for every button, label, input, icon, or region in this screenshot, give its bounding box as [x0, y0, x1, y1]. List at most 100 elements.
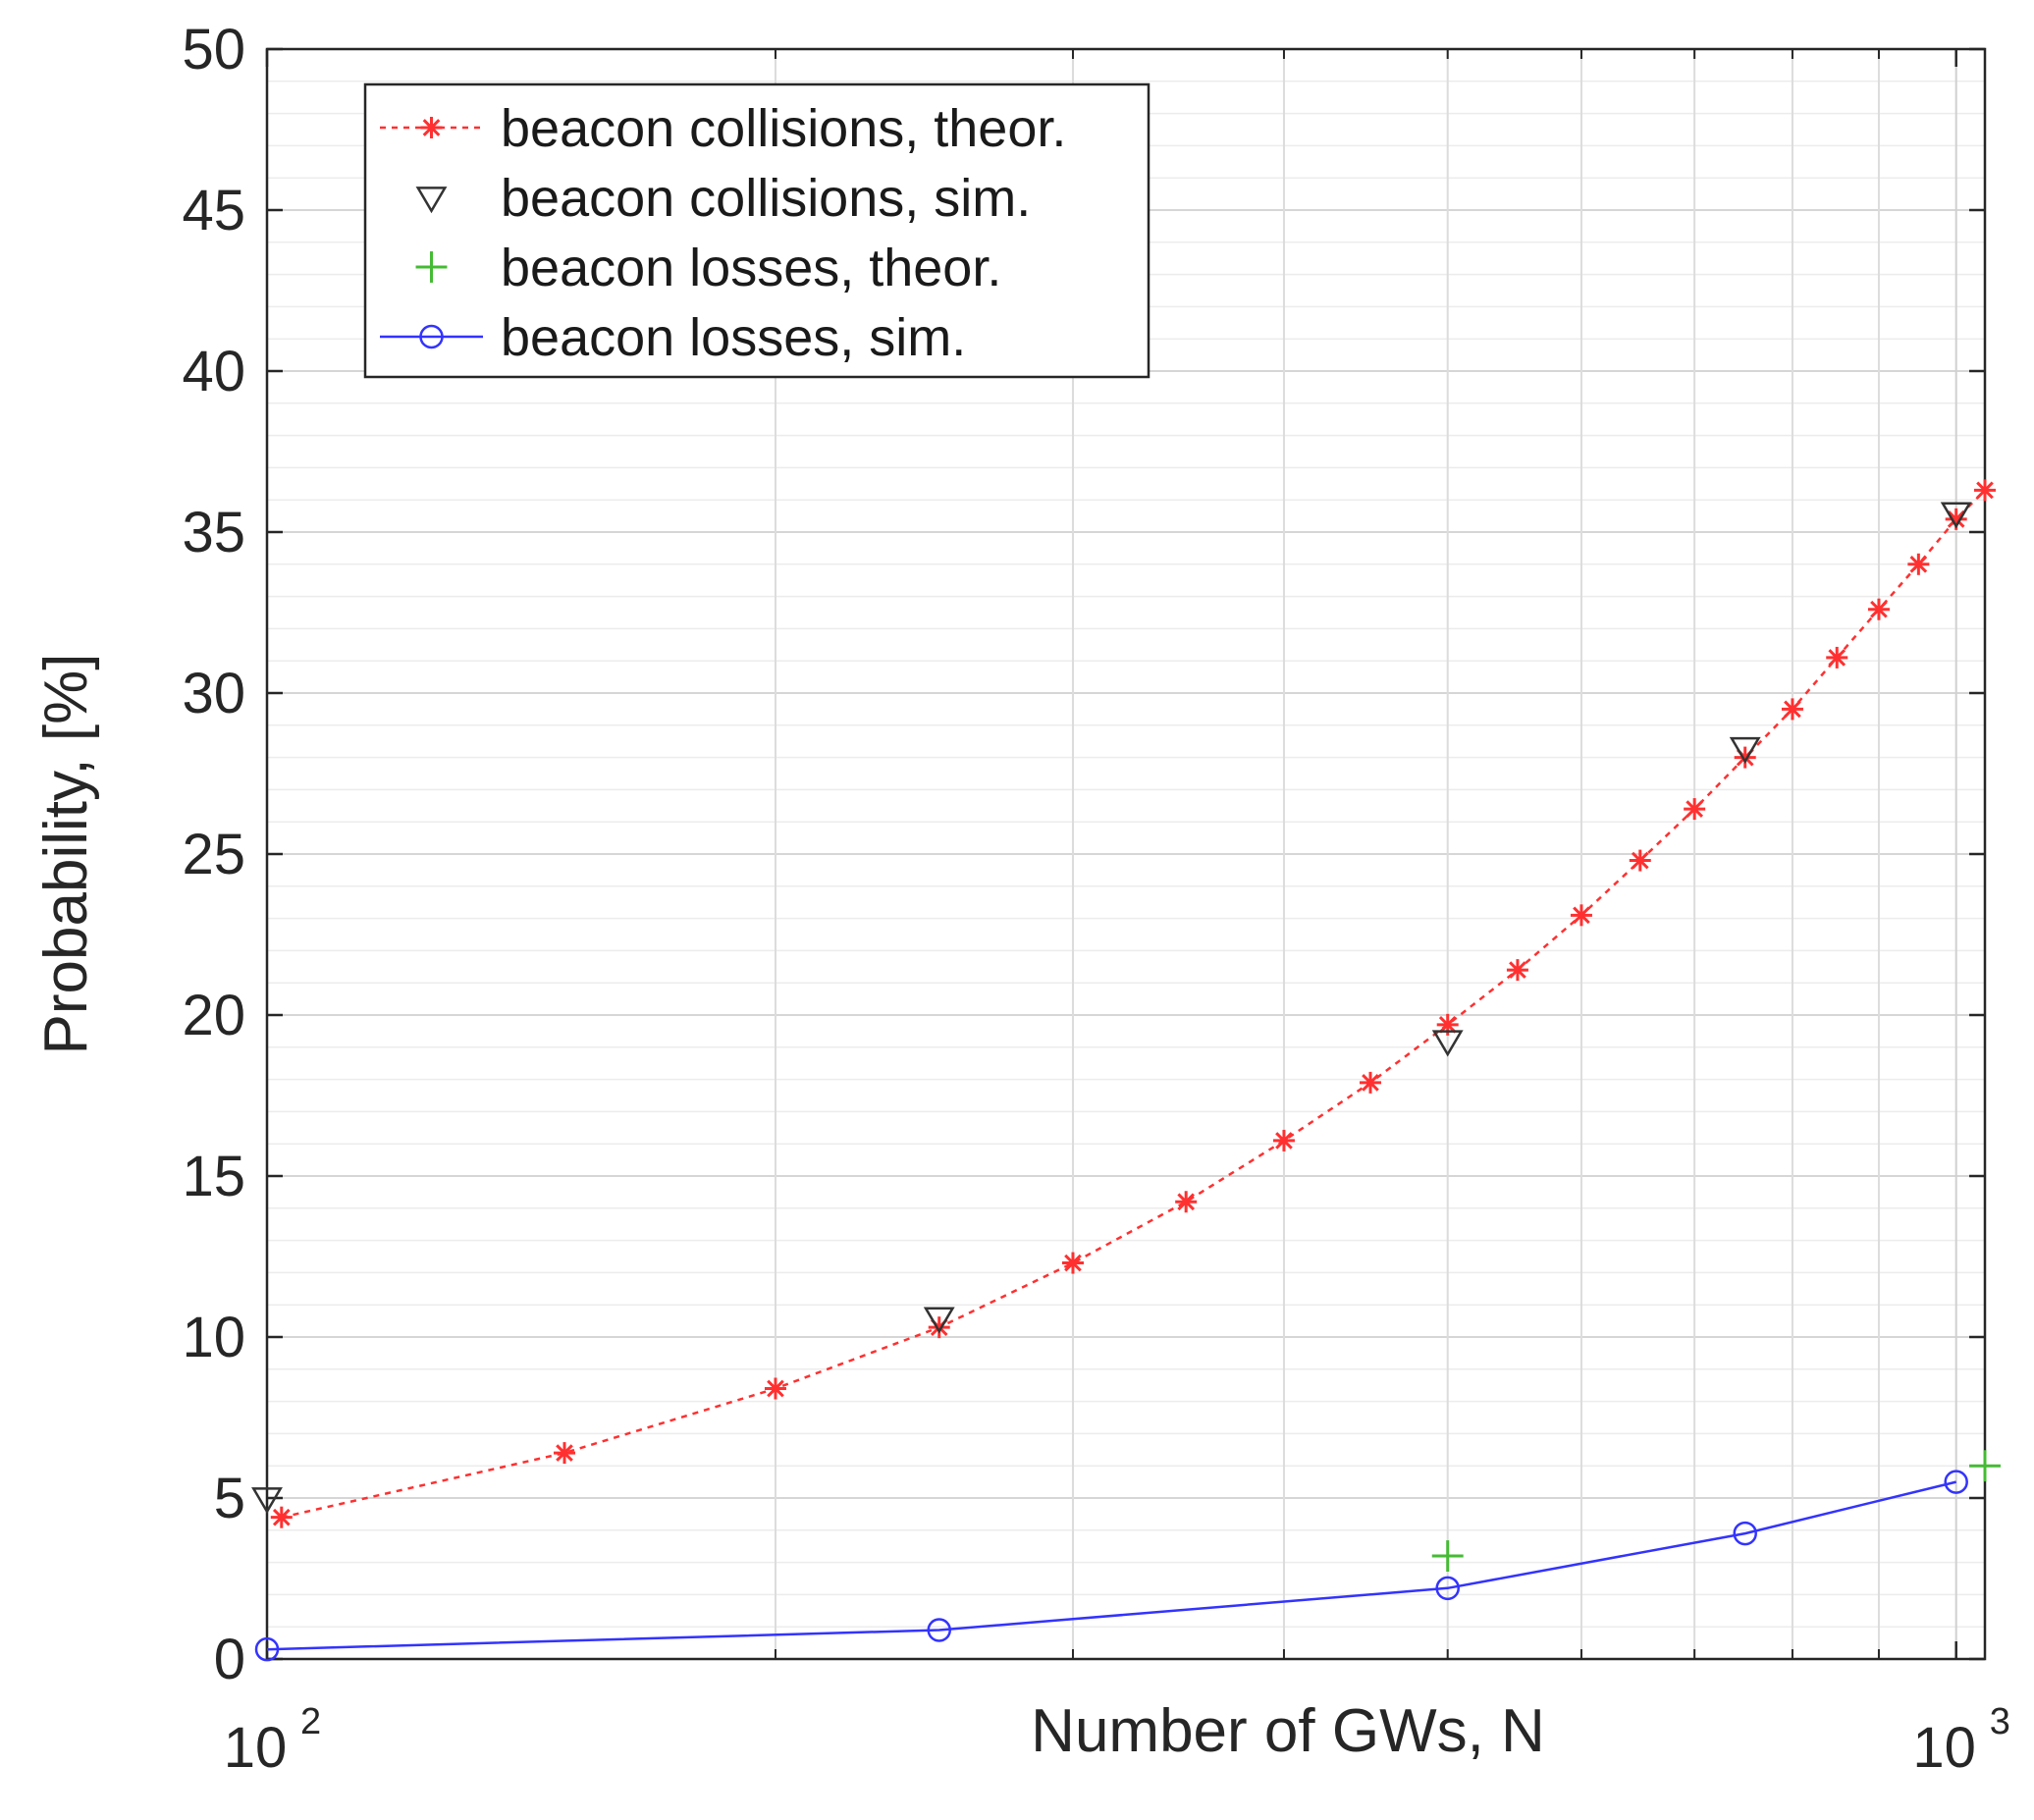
x-tick-label: 10	[224, 1716, 288, 1780]
asterisk-stroke	[1976, 481, 1994, 500]
data-point	[1733, 1521, 1757, 1546]
circle-shape	[254, 1636, 280, 1662]
circle-shape	[1733, 1521, 1757, 1546]
series-beacon-losses-sim	[254, 1470, 1968, 1662]
data-point	[1781, 698, 1803, 721]
triangle-shape	[1729, 736, 1761, 764]
y-axis-label: Probability, [%]	[32, 654, 100, 1055]
data-point	[1867, 598, 1890, 620]
data-point	[1629, 849, 1651, 872]
y-tick-label: 35	[182, 501, 245, 564]
data-point	[764, 1377, 786, 1400]
asterisk-stroke	[1362, 1074, 1379, 1092]
circle-shape	[927, 1618, 951, 1642]
data-point	[1175, 1191, 1198, 1213]
circle-shape	[1944, 1470, 1968, 1494]
asterisk-stroke	[272, 1508, 291, 1526]
triangle-shape	[415, 187, 448, 214]
triangle-shape	[251, 1487, 283, 1515]
x-tick-label-exponent: 2	[300, 1701, 321, 1742]
data-point	[927, 1618, 951, 1642]
series-beacon-collisions-theor	[270, 479, 1996, 1528]
series-line	[266, 1480, 1956, 1651]
x-axis-label: Number of GWs, N	[1031, 1697, 1545, 1765]
asterisk-stroke	[1177, 1193, 1196, 1211]
asterisk-stroke	[1573, 906, 1590, 925]
series-beacon-collisions-sim	[251, 502, 1972, 1515]
asterisk-stroke	[1631, 851, 1649, 870]
y-tick-label: 50	[182, 18, 245, 81]
data-point	[1061, 1252, 1084, 1274]
y-tick-label: 10	[182, 1306, 245, 1369]
asterisk-stroke	[1828, 649, 1847, 667]
data-point	[1969, 1450, 2001, 1482]
x-tick-label: 10	[1912, 1716, 1976, 1780]
series-beacon-losses-theor	[1431, 1450, 2001, 1572]
triangle-shape	[1940, 502, 1972, 529]
y-tick-label: 30	[182, 662, 245, 725]
asterisk-stroke	[1686, 800, 1703, 818]
data-point	[1436, 1013, 1459, 1036]
asterisk-stroke	[767, 1379, 784, 1398]
x-axis-ticks: 10 2 10 3	[224, 49, 2010, 1780]
data-point	[553, 1442, 575, 1465]
data-point	[1272, 1129, 1295, 1151]
legend-marker-sample	[415, 187, 448, 214]
legend-label: beacon losses, theor.	[501, 239, 1001, 297]
data-point	[254, 1636, 280, 1662]
data-point	[270, 1506, 293, 1528]
legend-entry-beacon-collisions-theor: beacon collisions, theor.	[380, 99, 1066, 158]
legend-label: beacon collisions, sim.	[501, 169, 1031, 228]
y-tick-label: 0	[214, 1628, 245, 1691]
legend: beacon collisions, theor. beacon collisio…	[363, 82, 1151, 379]
y-tick-label: 25	[182, 823, 245, 886]
circle-shape	[1435, 1576, 1460, 1601]
asterisk-stroke	[1438, 1016, 1457, 1034]
data-point	[1944, 1470, 1968, 1494]
series-line	[281, 489, 1986, 1519]
triangle-shape	[923, 1307, 955, 1334]
legend-marker-sample	[415, 251, 448, 283]
data-point	[1431, 1540, 1464, 1572]
y-axis-ticks: 0 5 10 15 20 25 30 35 40 45 50	[182, 18, 1985, 1691]
data-point	[1506, 959, 1528, 982]
circle-shape	[419, 324, 444, 349]
legend-marker-sample	[419, 324, 444, 349]
data-point	[1431, 1030, 1464, 1057]
x-tick-label-exponent: 3	[1990, 1701, 2010, 1742]
data-point	[1729, 736, 1761, 764]
legend-entry-beacon-losses-theor: beacon losses, theor.	[415, 239, 1001, 297]
grid	[267, 49, 1985, 1659]
data-point	[1435, 1576, 1460, 1601]
legend-box	[363, 82, 1151, 379]
legend-label: beacon collisions, theor.	[501, 99, 1066, 158]
data-point	[1684, 798, 1706, 821]
asterisk-stroke	[1947, 510, 1965, 528]
triangle-shape	[1431, 1030, 1464, 1057]
asterisk-stroke	[1909, 555, 1928, 573]
asterisk-stroke	[1064, 1254, 1082, 1272]
y-tick-label: 40	[182, 340, 245, 403]
asterisk-stroke	[1275, 1132, 1293, 1150]
data-point	[251, 1487, 283, 1515]
legend-entry-beacon-collisions-sim: beacon collisions, sim.	[415, 169, 1031, 228]
data-point	[1940, 502, 1972, 529]
data-point	[1826, 646, 1848, 669]
data-point	[923, 1307, 955, 1334]
legend-label: beacon losses, sim.	[501, 308, 966, 367]
data-point	[1570, 904, 1592, 927]
legend-marker-sample	[420, 117, 443, 138]
asterisk-stroke	[422, 119, 441, 136]
data-point	[1359, 1071, 1381, 1094]
asterisk-stroke	[556, 1444, 573, 1462]
y-tick-label: 5	[214, 1467, 245, 1530]
series	[251, 479, 2001, 1662]
legend-entry-beacon-losses-sim: beacon losses, sim.	[380, 308, 966, 367]
asterisk-stroke	[1784, 700, 1801, 719]
asterisk-stroke	[1509, 961, 1526, 979]
y-tick-label: 15	[182, 1145, 245, 1208]
data-point	[1907, 553, 1930, 575]
y-tick-label: 20	[182, 984, 245, 1047]
asterisk-stroke	[1870, 600, 1888, 618]
